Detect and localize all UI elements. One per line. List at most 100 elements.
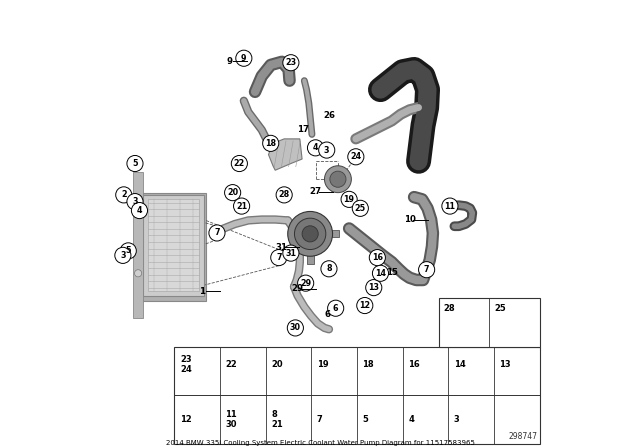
Polygon shape xyxy=(269,139,302,170)
Text: 13: 13 xyxy=(368,283,380,292)
Text: 23: 23 xyxy=(285,58,296,67)
Circle shape xyxy=(127,155,143,172)
Text: 28: 28 xyxy=(278,190,290,199)
Circle shape xyxy=(319,142,335,158)
Circle shape xyxy=(352,200,369,216)
Text: 2: 2 xyxy=(121,190,127,199)
Text: 3: 3 xyxy=(120,251,125,260)
Text: 20: 20 xyxy=(271,360,283,369)
Circle shape xyxy=(419,262,435,278)
Circle shape xyxy=(131,202,147,219)
Circle shape xyxy=(287,320,303,336)
Text: 7: 7 xyxy=(424,265,429,274)
Text: 5: 5 xyxy=(132,159,138,168)
Text: 22: 22 xyxy=(225,360,237,369)
Text: 11: 11 xyxy=(444,202,456,211)
Circle shape xyxy=(276,187,292,203)
Bar xyxy=(330,230,339,237)
Bar xyxy=(147,199,199,291)
Text: 16: 16 xyxy=(408,360,420,369)
Text: 8
21: 8 21 xyxy=(271,410,283,429)
Text: 12: 12 xyxy=(359,301,371,310)
Text: 31: 31 xyxy=(285,249,296,258)
Text: 20: 20 xyxy=(227,188,238,197)
Text: 31: 31 xyxy=(275,243,287,252)
Text: 8: 8 xyxy=(326,264,332,273)
Text: 25: 25 xyxy=(355,204,366,213)
Text: 3: 3 xyxy=(132,197,138,206)
Text: 12: 12 xyxy=(180,415,191,424)
Text: 298747: 298747 xyxy=(508,432,538,441)
Text: 6: 6 xyxy=(324,310,330,319)
Circle shape xyxy=(225,185,241,201)
Circle shape xyxy=(271,250,287,266)
Text: 19: 19 xyxy=(317,360,328,369)
Circle shape xyxy=(236,50,252,66)
Text: 26: 26 xyxy=(323,111,335,120)
Text: 28: 28 xyxy=(444,304,456,313)
Circle shape xyxy=(283,55,299,71)
Circle shape xyxy=(330,171,346,187)
Text: 16: 16 xyxy=(372,253,383,262)
Text: 23
24: 23 24 xyxy=(180,355,191,374)
Circle shape xyxy=(116,187,132,203)
Text: 17: 17 xyxy=(298,125,310,134)
Text: 9: 9 xyxy=(227,57,232,66)
Text: 9: 9 xyxy=(241,54,246,63)
Text: 24: 24 xyxy=(350,152,362,161)
Circle shape xyxy=(324,166,351,193)
Circle shape xyxy=(302,226,318,242)
Text: 3: 3 xyxy=(324,146,330,155)
Text: 13: 13 xyxy=(499,360,511,369)
Text: 14: 14 xyxy=(375,269,386,278)
Circle shape xyxy=(134,270,141,277)
Text: 30: 30 xyxy=(290,323,301,332)
Text: 2014 BMW 335i Cooling System Electric Coolant Water Pump Diagram for 11517583965: 2014 BMW 335i Cooling System Electric Co… xyxy=(166,440,474,446)
Circle shape xyxy=(134,200,141,207)
Text: 27: 27 xyxy=(309,187,321,196)
Text: 4: 4 xyxy=(137,206,142,215)
Circle shape xyxy=(234,198,250,214)
Circle shape xyxy=(283,245,299,261)
Text: 19: 19 xyxy=(344,195,355,204)
Text: 25: 25 xyxy=(494,304,506,313)
Circle shape xyxy=(442,198,458,214)
Text: 7: 7 xyxy=(214,228,220,237)
Bar xyxy=(174,347,540,444)
Text: 7: 7 xyxy=(317,415,323,424)
Text: 22: 22 xyxy=(234,159,245,168)
Text: 11
30: 11 30 xyxy=(225,410,237,429)
Text: 18: 18 xyxy=(362,360,374,369)
Text: 5: 5 xyxy=(125,246,131,255)
Circle shape xyxy=(365,280,382,296)
Bar xyxy=(143,195,204,296)
Circle shape xyxy=(372,265,388,281)
Circle shape xyxy=(307,140,324,156)
Text: 5: 5 xyxy=(362,415,368,424)
Text: 14: 14 xyxy=(454,360,465,369)
Text: 3: 3 xyxy=(454,415,460,424)
Polygon shape xyxy=(138,193,206,301)
Bar xyxy=(307,255,314,264)
Circle shape xyxy=(127,194,143,210)
Text: 10: 10 xyxy=(404,215,415,224)
Circle shape xyxy=(321,261,337,277)
Text: 15: 15 xyxy=(386,268,398,277)
Circle shape xyxy=(356,297,373,314)
Circle shape xyxy=(328,300,344,316)
Circle shape xyxy=(115,247,131,263)
Text: 29: 29 xyxy=(300,279,311,288)
Text: 21: 21 xyxy=(236,202,247,211)
Text: 6: 6 xyxy=(333,304,339,313)
Circle shape xyxy=(288,211,333,256)
Circle shape xyxy=(348,149,364,165)
Circle shape xyxy=(341,191,357,207)
Text: 4: 4 xyxy=(408,415,414,424)
Text: 18: 18 xyxy=(265,139,276,148)
Circle shape xyxy=(209,225,225,241)
Text: 7: 7 xyxy=(276,253,282,262)
Circle shape xyxy=(262,135,279,151)
Circle shape xyxy=(231,155,248,172)
Circle shape xyxy=(369,250,385,266)
Bar xyxy=(133,172,143,318)
